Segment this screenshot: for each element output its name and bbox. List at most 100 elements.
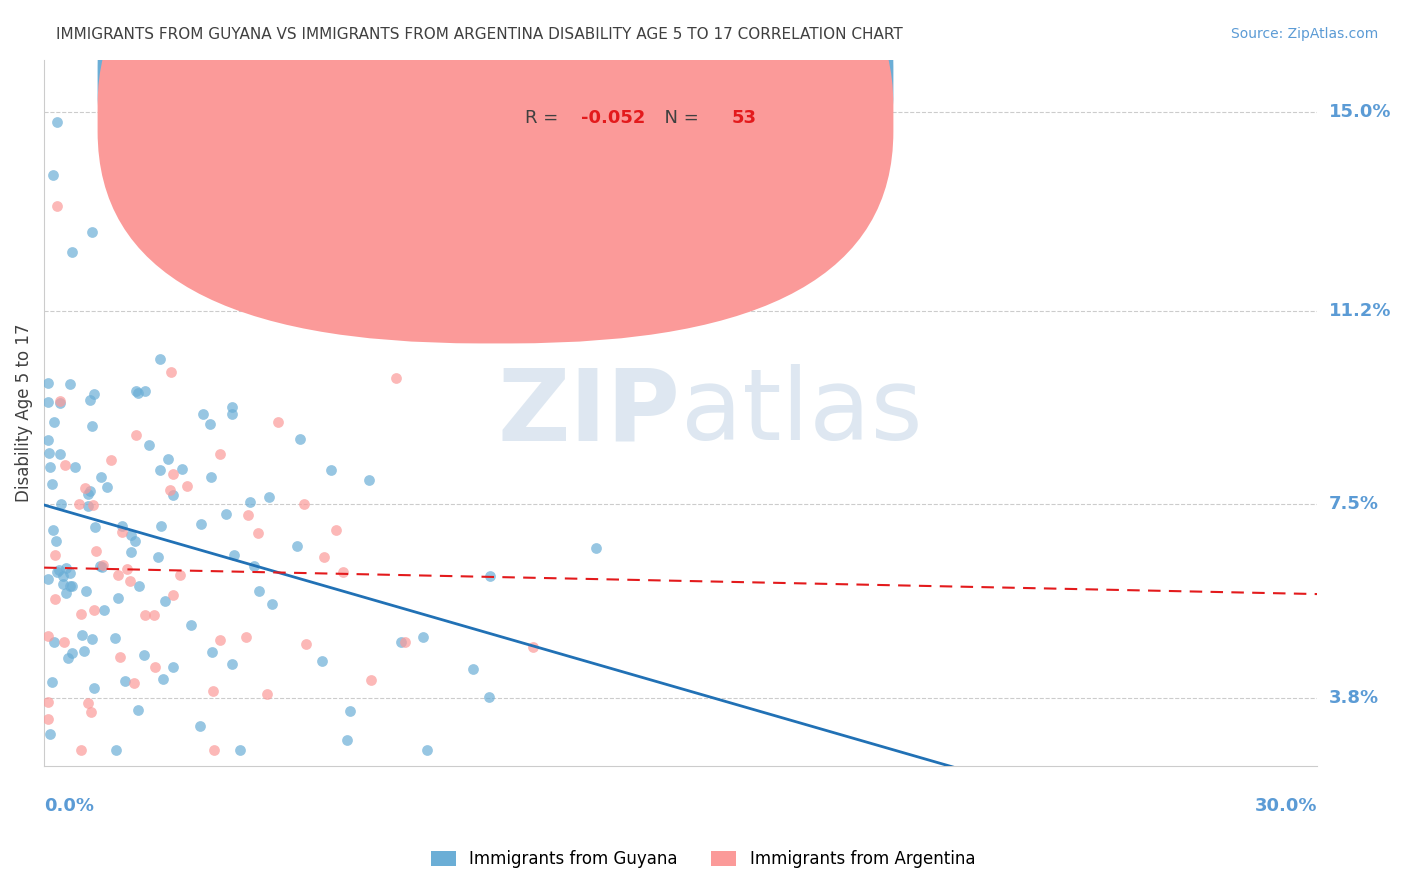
Point: [200, 417, 222, 432]
Point: [149, 351, 172, 366]
Point: [37, 376, 59, 391]
Point: [111, 518, 134, 533]
Point: [53, 458, 76, 472]
Point: [190, 516, 212, 531]
Point: [235, 630, 257, 644]
Point: [107, 568, 129, 582]
Point: [127, 703, 149, 717]
Point: [67, 497, 90, 511]
Text: -0.052: -0.052: [582, 109, 645, 128]
Point: [41, 523, 63, 537]
Text: 0.0%: 0.0%: [44, 797, 94, 815]
Point: [325, 523, 347, 537]
Point: [105, 743, 128, 757]
Point: [60, 245, 83, 260]
Point: [90, 469, 112, 483]
Point: [89, 559, 111, 574]
Point: [479, 568, 502, 582]
Text: IMMIGRANTS FROM GUYANA VS IMMIGRANTS FROM ARGENTINA DISABILITY AGE 5 TO 17 CORRE: IMMIGRANTS FROM GUYANA VS IMMIGRANTS FRO…: [56, 27, 903, 42]
Point: [46, 565, 69, 579]
Point: [45, 534, 67, 549]
Point: [221, 657, 243, 671]
Point: [70, 628, 93, 642]
Point: [157, 451, 180, 466]
Point: [585, 541, 607, 556]
Point: [200, 469, 222, 483]
Point: [79, 484, 101, 499]
Point: [48, 563, 70, 577]
Point: [39, 459, 62, 474]
Point: [45, 199, 67, 213]
Point: [93, 602, 115, 616]
Point: [115, 562, 138, 576]
Point: [153, 594, 176, 608]
Point: [209, 633, 232, 648]
Point: [152, 672, 174, 686]
Point: [75, 583, 97, 598]
Point: [120, 527, 142, 541]
Point: [96, 480, 118, 494]
Point: [169, 568, 191, 582]
Point: [83, 603, 105, 617]
Point: [59, 579, 82, 593]
Point: [290, 432, 312, 446]
Point: [285, 539, 308, 553]
Text: ZIP: ZIP: [498, 364, 681, 461]
Point: [162, 467, 184, 482]
Point: [77, 487, 100, 501]
Point: [41, 168, 63, 182]
Point: [294, 637, 316, 651]
Point: [145, 660, 167, 674]
Point: [256, 687, 278, 701]
Point: [357, 473, 380, 487]
Point: [93, 558, 115, 572]
Point: [125, 384, 148, 398]
Point: [59, 566, 82, 581]
Point: [292, 497, 315, 511]
Text: Source: ZipAtlas.com: Source: ZipAtlas.com: [1230, 27, 1378, 41]
Point: [55, 561, 77, 575]
Point: [56, 651, 79, 665]
Point: [257, 490, 280, 504]
Point: [44, 548, 66, 562]
Point: [412, 630, 434, 644]
Point: [201, 645, 224, 659]
Point: [229, 743, 252, 757]
Point: [127, 386, 149, 401]
Point: [107, 591, 129, 606]
Point: [172, 462, 194, 476]
FancyBboxPatch shape: [97, 0, 893, 343]
Point: [384, 371, 406, 385]
Point: [360, 673, 382, 688]
Text: R =: R =: [526, 109, 564, 128]
Point: [191, 408, 214, 422]
Point: [59, 376, 82, 391]
Point: [37, 629, 59, 643]
Point: [38, 446, 60, 460]
FancyBboxPatch shape: [97, 0, 893, 305]
Point: [37, 395, 59, 409]
Point: [70, 743, 93, 757]
Point: [49, 497, 72, 511]
Point: [120, 574, 142, 588]
Point: [77, 500, 100, 514]
Point: [239, 495, 262, 509]
Point: [267, 415, 290, 429]
Point: [41, 674, 63, 689]
Point: [44, 591, 66, 606]
Point: [125, 427, 148, 442]
Text: 105: 105: [731, 71, 769, 89]
Point: [159, 483, 181, 497]
Point: [522, 640, 544, 654]
Text: atlas: atlas: [681, 364, 922, 461]
Point: [416, 743, 439, 757]
Point: [49, 447, 72, 461]
Point: [73, 481, 96, 495]
Point: [247, 584, 270, 599]
Point: [82, 225, 104, 239]
Point: [389, 634, 412, 648]
Point: [134, 384, 156, 399]
Point: [49, 394, 72, 409]
Point: [73, 644, 96, 658]
Point: [37, 695, 59, 709]
